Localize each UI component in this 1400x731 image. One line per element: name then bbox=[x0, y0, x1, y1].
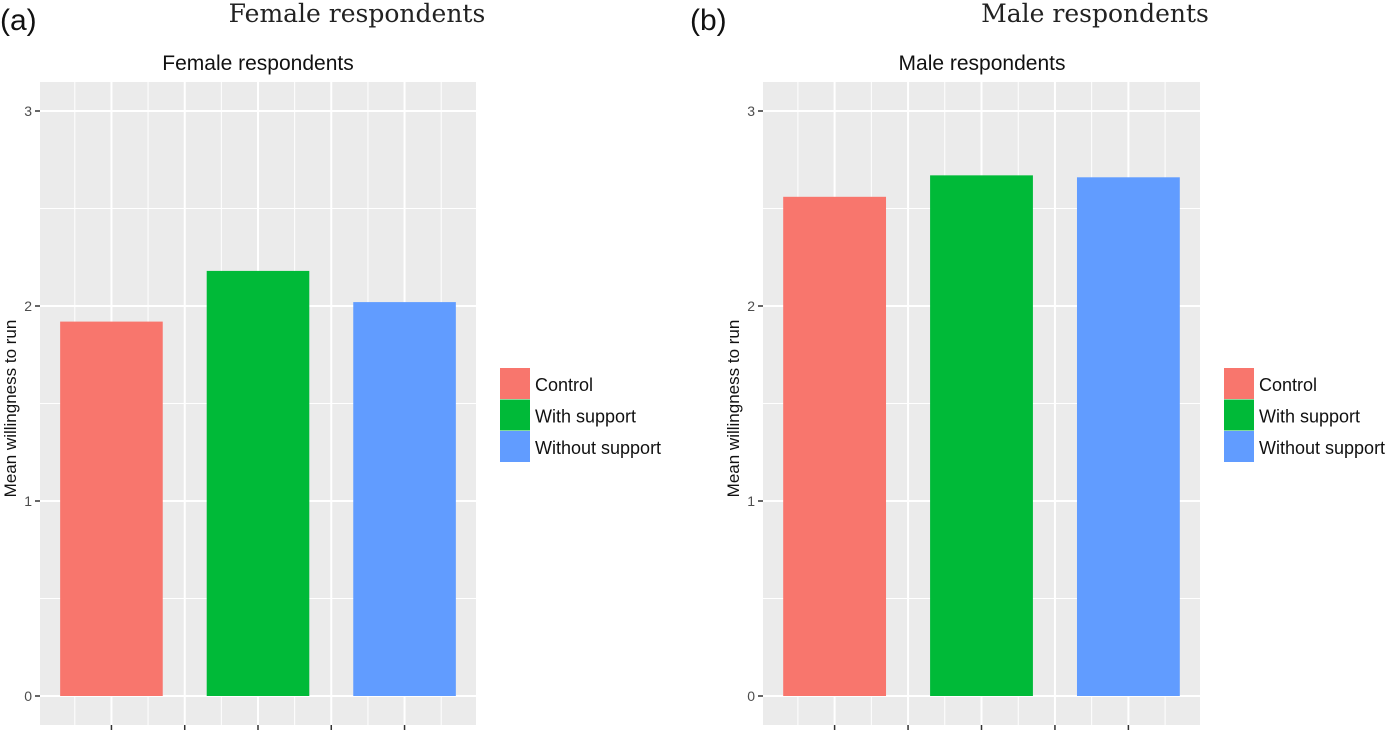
bar-with-support bbox=[930, 175, 1033, 697]
panel-a: (a) Female respondents Female respondents 0… bbox=[0, 0, 661, 730]
bar-without-support bbox=[353, 302, 456, 696]
legend-label: Control bbox=[535, 375, 593, 395]
y-tick-label: 2 bbox=[24, 298, 32, 314]
panel-caption: Male respondents bbox=[981, 0, 1209, 28]
y-tick-label: 1 bbox=[24, 493, 32, 509]
legend-label: With support bbox=[535, 407, 636, 427]
legend-label: With support bbox=[1259, 407, 1360, 427]
y-tick-label: 3 bbox=[24, 103, 32, 119]
y-tick-label: 0 bbox=[747, 688, 755, 704]
panel-label: (a) bbox=[0, 4, 37, 37]
y-axis-label: Mean willingness to run bbox=[1, 320, 20, 498]
y-tick-label: 2 bbox=[747, 298, 755, 314]
panel-b: (b) Male respondents Male respondents 0 1 2 3 M… bbox=[690, 0, 1385, 730]
bar-with-support bbox=[206, 270, 310, 696]
y-tick-label: 1 bbox=[747, 493, 755, 509]
legend-label: Without support bbox=[1259, 438, 1385, 458]
legend-key bbox=[500, 368, 530, 399]
legend-key bbox=[1224, 368, 1254, 399]
y-tick-label: 0 bbox=[24, 688, 32, 704]
legend-label: Control bbox=[1259, 375, 1317, 395]
panel-caption: Female respondents bbox=[229, 0, 486, 28]
legend-key bbox=[500, 431, 530, 462]
y-tick-label: 3 bbox=[747, 103, 755, 119]
chart-title: Female respondents bbox=[162, 52, 353, 75]
y-axis-label: Mean willingness to run bbox=[724, 320, 743, 498]
chart-title: Male respondents bbox=[899, 52, 1066, 75]
legend-label: Without support bbox=[535, 438, 661, 458]
legend-key bbox=[500, 399, 530, 431]
legend-key bbox=[1224, 431, 1254, 462]
bar-without-support bbox=[1076, 177, 1180, 697]
bar-control bbox=[60, 321, 163, 696]
bar-control bbox=[783, 196, 887, 697]
legend-key bbox=[1224, 399, 1254, 431]
panel-label: (b) bbox=[690, 4, 727, 37]
